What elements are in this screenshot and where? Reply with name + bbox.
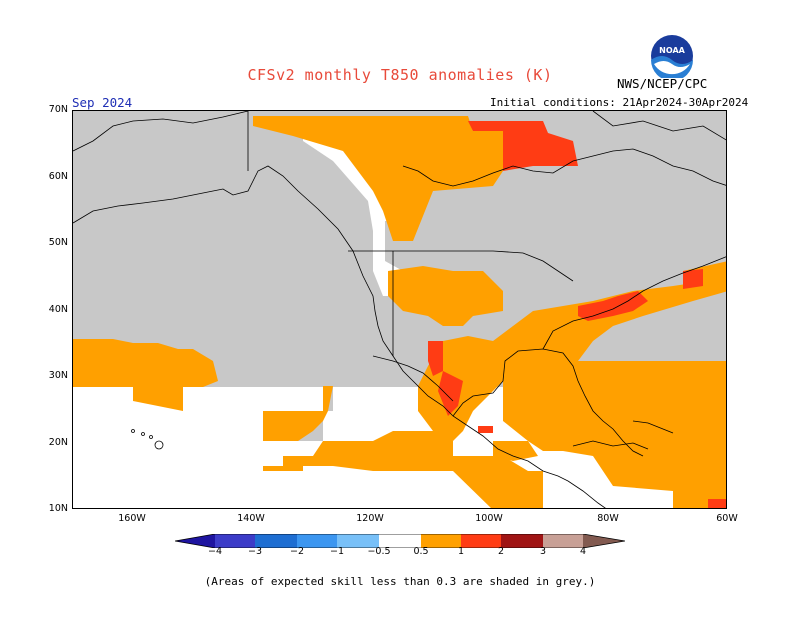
colorbar-segment — [461, 534, 501, 548]
lat-label-60n: 60N — [48, 171, 68, 182]
colorbar-segment — [379, 534, 421, 548]
anomaly-region-red — [683, 269, 703, 289]
lat-label-30n: 30N — [48, 370, 68, 381]
colorbar-tick: −0.5 — [367, 546, 391, 557]
hawaii-islands — [131, 429, 164, 450]
lat-label-40n: 40N — [48, 304, 68, 315]
forecast-month: Sep 2024 — [72, 95, 133, 110]
anomaly-region-red — [468, 121, 578, 171]
colorbar-segment — [543, 534, 583, 548]
colorbar-tick: 0.5 — [413, 546, 429, 557]
map-title: CFSv2 monthly T850 anomalies (K) — [247, 66, 553, 84]
lat-label-70n: 70N — [48, 104, 68, 115]
coastline — [542, 256, 726, 350]
anomaly-region-red — [428, 341, 443, 376]
coastline — [73, 111, 249, 152]
colorbar-tick: 1 — [457, 546, 465, 557]
anomaly-region-orange — [493, 441, 538, 461]
colorbar-tick: −1 — [329, 546, 345, 557]
colorbar-segment — [583, 534, 625, 548]
neutral-region — [613, 486, 673, 508]
colorbar-tick: 2 — [497, 546, 505, 557]
colorbar-tick: 3 — [539, 546, 547, 557]
colorbar-segment — [421, 534, 461, 548]
anomaly-region-orange — [503, 361, 726, 508]
colorbar-tick: −2 — [289, 546, 305, 557]
coastline — [592, 111, 726, 141]
lon-label-140w: 140W — [237, 513, 265, 524]
anomaly-region-red — [438, 371, 463, 416]
coastline — [452, 348, 644, 457]
anomaly-region-red — [708, 499, 726, 508]
agency-label: NWS/NCEP/CPC — [617, 76, 708, 91]
lat-label-10n: 10N — [48, 503, 68, 514]
anomaly-map-svg — [73, 111, 726, 508]
colorbar-segment — [501, 534, 543, 548]
anomaly-region-red — [578, 291, 648, 321]
skill-footnote: (Areas of expected skill less than 0.3 a… — [204, 575, 596, 588]
neutral-region — [263, 466, 303, 508]
border-us-canada — [348, 250, 574, 282]
neutral-region — [73, 387, 303, 508]
colorbar-segment — [175, 534, 215, 548]
anomaly-region-orange — [253, 116, 503, 241]
colorbar-segment — [337, 534, 379, 548]
noaa-logo: NOAA — [651, 35, 693, 78]
colorbar-tick: −3 — [247, 546, 263, 557]
colorbar — [175, 534, 625, 548]
land-outlines — [73, 111, 726, 508]
coastline — [73, 165, 606, 508]
lon-label-160w: 160W — [118, 513, 146, 524]
anomaly-region-orange — [73, 339, 218, 411]
svg-text:NOAA: NOAA — [659, 46, 685, 55]
colorbar-segment — [297, 534, 337, 548]
lon-label-100w: 100W — [475, 513, 503, 524]
anomaly-region-orange — [418, 276, 726, 441]
border-us-mexico — [372, 355, 454, 402]
colorbar-tick: −4 — [207, 546, 223, 557]
anomaly-region-orange — [263, 386, 333, 466]
colorbar-segment — [215, 534, 255, 548]
anomaly-region-orange — [263, 431, 543, 508]
lon-label-120w: 120W — [356, 513, 384, 524]
lat-label-20n: 20N — [48, 437, 68, 448]
lat-label-50n: 50N — [48, 237, 68, 248]
coastline — [572, 440, 649, 450]
anomaly-map — [72, 110, 727, 509]
anomaly-region-orange — [388, 266, 503, 326]
lon-label-60w: 60W — [716, 513, 738, 524]
coastline — [632, 420, 674, 434]
coastline — [402, 148, 726, 187]
lon-label-80w: 80W — [597, 513, 619, 524]
colorbar-segment — [255, 534, 297, 548]
colorbar-tick: 4 — [579, 546, 587, 557]
anomaly-region-red — [478, 426, 493, 433]
initial-conditions: Initial conditions: 21Apr2024-30Apr2024 — [490, 96, 749, 109]
